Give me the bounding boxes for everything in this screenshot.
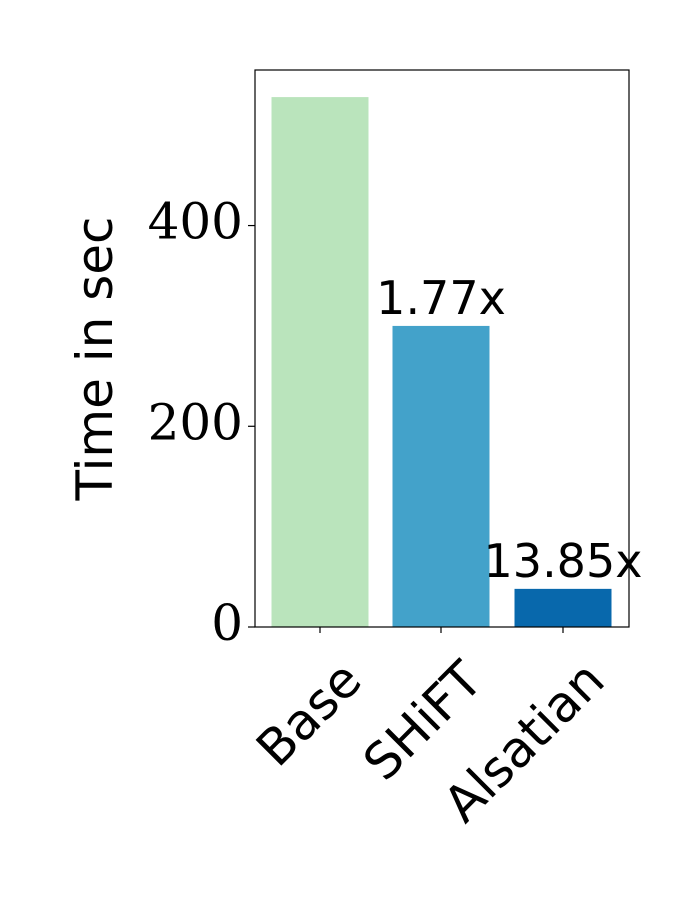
plot-frame (254, 69, 630, 628)
bar-labels-group: 1.77x 13.85x (376, 271, 642, 588)
y-tick-label-400: 400 (148, 193, 243, 251)
data-label-alsatian: 13.85x (484, 534, 643, 588)
x-tick-label-base: Base (245, 650, 372, 777)
bar-shift (392, 325, 490, 627)
bars-group (271, 97, 612, 628)
bar-alsatian (514, 588, 612, 627)
data-label-shift: 1.77x (376, 271, 506, 325)
y-tick-label-0: 0 (211, 594, 243, 652)
bar-base (271, 97, 369, 628)
y-axis: 0 200 400 (148, 193, 255, 652)
y-axis-label: Time in sec (66, 216, 124, 501)
y-tick-label-200: 200 (148, 393, 243, 451)
